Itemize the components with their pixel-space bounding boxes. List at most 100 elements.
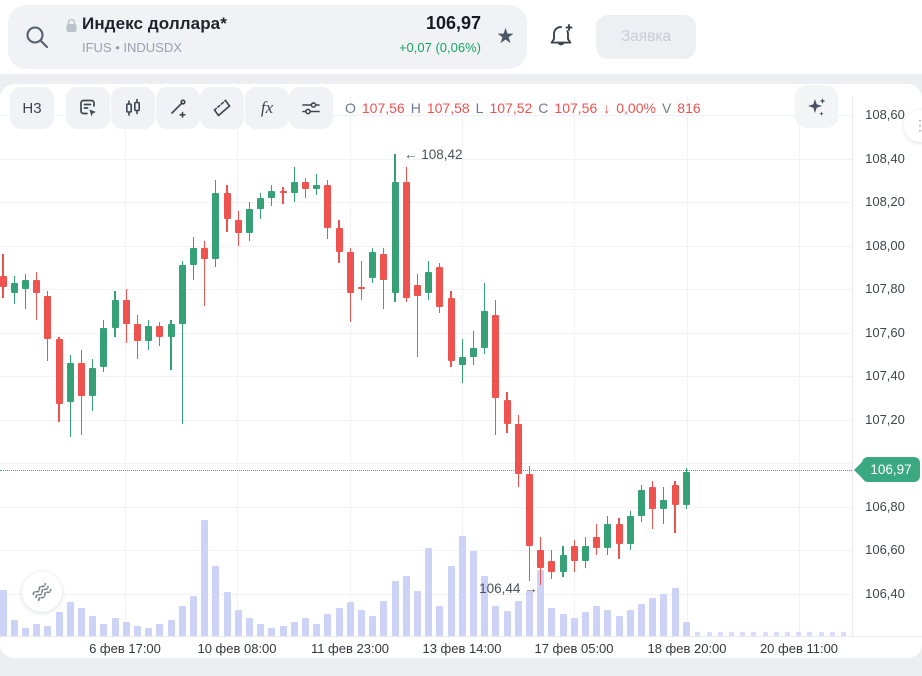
ohlc-value: 107,56 [361,100,405,116]
volume-bar [301,618,309,636]
price-tick-label: 108,40 [865,150,905,166]
price-tick-label: 106,60 [865,542,905,558]
water-mode-button[interactable] [22,572,62,612]
channel-icon [213,99,231,117]
indicators-button[interactable]: fx [245,87,289,129]
volume-bar [335,608,343,636]
ohlc-key: V [661,100,672,116]
volume-bar [615,616,623,636]
h-gridline [0,506,852,508]
volume-bar [44,626,52,636]
volume-baseline-tick [796,632,802,636]
ohlc-value: 107,56 [554,100,598,116]
candle-body [145,326,153,342]
favorite-star-icon[interactable]: ★ [496,25,515,48]
volume-bar [649,598,657,636]
candle-body [324,184,332,229]
volume-bar [0,590,7,636]
volume-bar [201,520,209,636]
time-axis[interactable]: 6 фев 17:00 10 фев 08:00 11 фев 23:00 13 фе… [0,637,852,658]
candle-wick [24,273,27,309]
volume-bar [268,628,276,636]
candle-body [268,191,276,198]
candle-wick [282,186,284,205]
volume-bar [234,610,242,636]
volume-bar [346,602,354,636]
volume-bar [369,616,377,636]
candle-body [178,265,186,324]
volume-baseline-tick [695,632,701,636]
candle-body [514,424,522,475]
volume-bar [313,624,321,636]
time-tick-label: 10 фев 08:00 [197,641,277,656]
candlestick-icon [126,98,141,116]
chart-type-button[interactable] [111,87,155,129]
add-alert-button[interactable] [540,16,582,58]
volume-bar [413,591,421,636]
v-gridline [237,96,238,636]
volume-bar [133,626,141,636]
h-gridline [0,114,852,116]
draw-line-button[interactable] [156,87,200,129]
ohlc-key: L [475,100,484,116]
volume-baseline-tick [818,632,824,636]
trendline-plus-icon [171,99,186,118]
volume-bar [481,576,489,636]
candle-body [201,247,209,259]
candle-body [548,561,556,573]
ohlc-value: 816 [677,100,701,116]
instrument-search-widget[interactable]: Индекс доллара* IFUS • INDUSDX 106,97 +0… [8,5,527,69]
candle-body [66,363,74,403]
ai-assistant-button[interactable] [795,85,838,128]
volume-bar [559,614,567,636]
volume-bar [626,610,634,636]
price-axis[interactable]: 106,97 108,60 108,40 108,20 108,00 107,80 107… [853,96,922,636]
order-button[interactable]: Заявка [596,15,696,59]
volume-bar [492,606,500,636]
chart-settings-button[interactable] [289,87,333,129]
v-gridline [125,96,126,636]
volume-baseline-tick [740,632,746,636]
candle-body [469,347,477,357]
candle-wick [416,273,419,357]
volume-bar [391,581,399,636]
price-tick-label: 108,60 [865,106,905,122]
candle-wick [315,173,318,196]
volume-bar [21,628,29,636]
candle-body [615,524,623,544]
price-tick-label: 108,20 [865,194,905,209]
candle-body [77,363,85,396]
candle-body [436,267,444,307]
time-tick-label: 13 фев 14:00 [422,641,502,656]
chart-canvas[interactable]: ← 108,42 106,44 → [0,96,852,636]
v-gridline [687,96,688,636]
volume-bar [290,622,298,636]
volume-bar [55,612,63,636]
worksheet-button[interactable] [66,87,110,129]
candle-wick [35,271,38,320]
waves-icon [32,582,52,602]
candle-body [492,315,500,398]
volume-bar [10,620,18,636]
candle-wick [170,319,172,370]
timeframe-button[interactable]: H3 [10,87,54,129]
channel-tool-button[interactable] [200,87,244,129]
volume-bar [100,624,108,636]
lock-icon [66,18,77,32]
volume-bar [637,604,645,636]
candle-body [257,197,265,209]
volume-bar [604,610,612,636]
candle-body [660,500,668,509]
volume-bar [380,601,388,636]
candle-wick [360,260,363,300]
axis-menu-button[interactable]: ⋮ [904,110,922,142]
instrument-price: 106,97 [425,13,481,33]
candle-body [279,191,287,194]
v-gridline [799,96,800,636]
volume-bar [537,570,545,636]
h-gridline [0,202,852,203]
search-icon [26,26,49,49]
candle-body [55,339,63,405]
volume-bar [212,566,220,636]
volume-baseline-tick [785,632,790,636]
